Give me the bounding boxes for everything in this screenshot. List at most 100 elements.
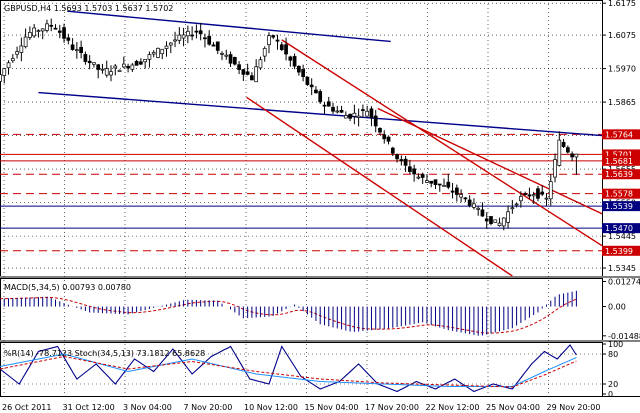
y-tick-label: -0.01488 <box>608 332 640 341</box>
x-tick-label: 10 Nov 12:00 <box>244 403 298 412</box>
candle-body <box>0 74 2 82</box>
candle-body <box>254 66 259 83</box>
candle-body <box>331 106 335 112</box>
level-price-label: 1.5470 <box>605 224 633 233</box>
stoch-title: %R(14) -78.7123 Stoch(34,5,13) 73.1812 6… <box>4 349 205 358</box>
candle-body <box>143 59 148 63</box>
candle-body <box>412 168 416 175</box>
x-tick-label: 3 Nov 04:00 <box>123 403 172 412</box>
candle-body <box>66 37 71 41</box>
stoch-series-line <box>0 353 577 387</box>
candle-body <box>186 30 190 37</box>
candle-body <box>100 68 105 71</box>
y-tick-label: 1.6175 <box>608 0 636 8</box>
y-tick-label: 1.5445 <box>608 232 636 241</box>
candle-body <box>510 207 515 210</box>
candle-body <box>203 37 207 40</box>
level-price-tag <box>602 129 640 140</box>
candle-body <box>87 60 92 64</box>
level-price-tag <box>602 169 640 180</box>
y-tick-label: 1.5345 <box>608 264 636 273</box>
candle-body <box>194 30 199 33</box>
candle-body <box>318 91 323 103</box>
candle-body <box>361 109 365 111</box>
candle-body <box>23 36 28 48</box>
candle-body <box>352 112 357 117</box>
candle-body <box>399 159 404 162</box>
stoch-series-line <box>0 355 577 388</box>
candle-body <box>190 34 194 37</box>
candle-body <box>237 64 241 70</box>
level-price-tag <box>602 155 640 166</box>
candle-body <box>279 44 284 50</box>
panel-frame-1 <box>0 0 603 277</box>
x-tick-label: 17 Nov 20:00 <box>365 403 419 412</box>
candle-body <box>356 115 361 118</box>
candle-body <box>297 65 301 73</box>
candle-body <box>262 48 267 57</box>
trend-line <box>38 91 603 137</box>
level-price-label: 1.5681 <box>605 157 633 166</box>
y-tick-label: 0.01274 <box>608 277 640 286</box>
candle-body <box>437 183 442 186</box>
candle-body <box>62 27 66 39</box>
candle-body <box>565 147 570 153</box>
main-chart-title: GBPUSD,H4 1.5693 1.5703 1.5637 1.5702 <box>4 4 173 13</box>
macd-title: MACD(5,34,5) 0.00793 0.00780 <box>4 283 131 292</box>
trend-line <box>377 107 603 215</box>
candle-body <box>335 110 340 113</box>
level-price-label: 1.5764 <box>605 130 633 139</box>
candle-body <box>258 59 263 69</box>
candle-body <box>104 68 109 76</box>
candle-body <box>288 56 293 61</box>
candle-body <box>284 44 288 55</box>
candle-body <box>408 166 412 172</box>
candle-body <box>480 209 485 217</box>
candle-body <box>173 39 177 42</box>
candle-body <box>57 30 62 33</box>
candle-body <box>121 63 126 68</box>
candle-body <box>574 153 579 158</box>
candle-body <box>514 203 519 206</box>
candle-body <box>557 139 562 166</box>
candle-body <box>536 188 540 199</box>
candle-body <box>484 218 489 222</box>
y-tick-label: 0.00 <box>608 303 626 312</box>
candle-body <box>373 115 378 127</box>
candle-body <box>126 65 130 69</box>
candle-body <box>181 34 186 39</box>
candle-body <box>151 52 156 55</box>
level-price-label: 1.5539 <box>605 202 633 211</box>
panel-separator <box>0 276 640 278</box>
candle-body <box>386 136 391 142</box>
level-price-label: 1.5701 <box>605 150 633 159</box>
level-price-tag <box>602 149 640 160</box>
candle-body <box>501 217 506 227</box>
candle-body <box>322 104 327 107</box>
candle-body <box>220 52 224 55</box>
candle-body <box>19 45 24 53</box>
candle-body <box>75 49 79 52</box>
candle-body <box>378 128 382 133</box>
x-tick-label: 29 Nov 20:00 <box>547 403 601 412</box>
candle-body <box>369 108 374 119</box>
candle-body <box>134 60 139 66</box>
candle-body <box>382 134 387 140</box>
x-tick-label: 25 Nov 04:00 <box>486 403 540 412</box>
candle-body <box>147 54 152 60</box>
candle-body <box>224 54 229 57</box>
candle-body <box>96 64 101 70</box>
candle-body <box>544 197 549 200</box>
candle-body <box>53 27 58 30</box>
candle-body <box>160 48 165 55</box>
candle-body <box>164 45 169 49</box>
candle-body <box>10 58 15 62</box>
candle-body <box>433 179 438 185</box>
candle-body <box>416 176 421 179</box>
candle-body <box>454 187 459 195</box>
candle-body <box>109 71 113 76</box>
level-price-label: 1.5578 <box>605 190 633 199</box>
candle-body <box>49 24 54 27</box>
